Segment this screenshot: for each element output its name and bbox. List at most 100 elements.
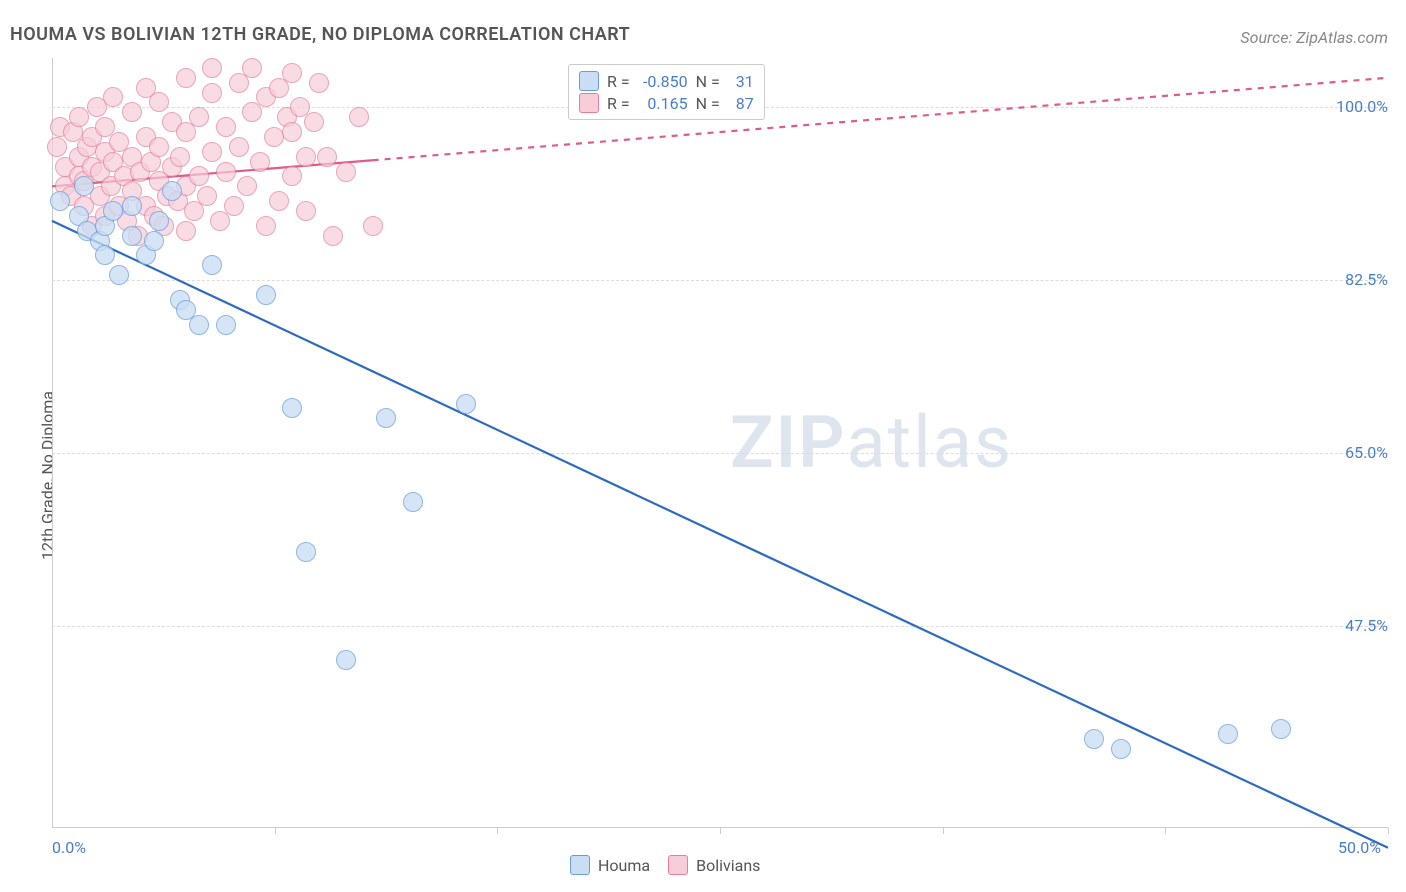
data-point-bolivians (69, 107, 89, 127)
data-point-houma (256, 285, 276, 305)
chart-source: Source: ZipAtlas.com (1240, 28, 1388, 47)
data-point-houma (216, 315, 236, 335)
data-point-bolivians (237, 176, 257, 196)
stats-r-label: R = (607, 72, 630, 91)
data-point-houma (336, 650, 356, 670)
x-tick-mark (497, 828, 498, 834)
data-point-bolivians (323, 226, 343, 246)
data-point-bolivians (317, 147, 337, 167)
data-point-bolivians (224, 196, 244, 216)
data-point-bolivians (282, 63, 302, 83)
x-tick-mark (943, 828, 944, 834)
stats-n-label: N = (696, 72, 720, 91)
data-point-bolivians (363, 216, 383, 236)
trend-line-bolivians-dashed (373, 78, 1388, 161)
data-point-bolivians (309, 73, 329, 93)
legend: Houma Bolivians (570, 855, 760, 875)
data-point-houma (456, 394, 476, 414)
x-tick-label: 0.0% (52, 838, 86, 857)
stats-r-value: 0.165 (638, 94, 688, 113)
data-point-houma (144, 231, 164, 251)
data-point-houma (149, 211, 169, 231)
chart-root: HOUMA VS BOLIVIAN 12TH GRADE, NO DIPLOMA… (0, 0, 1406, 892)
data-point-houma (282, 398, 302, 418)
legend-swatch (570, 855, 590, 875)
data-point-houma (95, 245, 115, 265)
data-point-bolivians (189, 107, 209, 127)
data-point-bolivians (202, 83, 222, 103)
data-point-bolivians (149, 92, 169, 112)
data-point-bolivians (122, 102, 142, 122)
x-tick-label: 50.0% (1338, 838, 1381, 857)
data-point-bolivians (202, 58, 222, 78)
x-tick-mark (275, 828, 276, 834)
data-point-bolivians (176, 68, 196, 88)
data-point-houma (1271, 719, 1291, 739)
data-point-bolivians (296, 201, 316, 221)
data-point-houma (202, 255, 222, 275)
x-tick-mark (720, 828, 721, 834)
data-point-bolivians (282, 166, 302, 186)
y-tick-label: 100.0% (1318, 97, 1388, 116)
legend-item: Bolivians (668, 855, 760, 875)
data-point-houma (74, 176, 94, 196)
data-point-bolivians (103, 87, 123, 107)
data-point-bolivians (149, 137, 169, 157)
y-tick-label: 47.5% (1318, 616, 1388, 635)
data-point-bolivians (176, 221, 196, 241)
data-point-houma (1111, 739, 1131, 759)
plot-area: ZIPatlas (52, 58, 1388, 828)
data-point-bolivians (296, 147, 316, 167)
data-point-houma (189, 315, 209, 335)
chart-title: HOUMA VS BOLIVIAN 12TH GRADE, NO DIPLOMA… (10, 24, 630, 45)
stats-swatch (579, 93, 599, 113)
x-tick-mark (1388, 828, 1389, 834)
legend-swatch (668, 855, 688, 875)
legend-label: Houma (598, 856, 650, 875)
stats-n-label: N = (696, 94, 720, 113)
data-point-bolivians (189, 166, 209, 186)
legend-label: Bolivians (696, 856, 760, 875)
stats-row: R = -0.850 N = 31 (579, 71, 754, 91)
trend-line-houma (52, 221, 1388, 848)
legend-item: Houma (570, 855, 650, 875)
data-point-bolivians (250, 152, 270, 172)
data-point-houma (122, 226, 142, 246)
y-tick-label: 65.0% (1318, 443, 1388, 462)
data-point-houma (403, 492, 423, 512)
data-point-bolivians (216, 162, 236, 182)
data-point-bolivians (264, 127, 284, 147)
data-point-bolivians (282, 122, 302, 142)
data-point-bolivians (336, 162, 356, 182)
data-point-bolivians (170, 147, 190, 167)
data-point-bolivians (349, 107, 369, 127)
stats-row: R = 0.165 N = 87 (579, 93, 754, 113)
data-point-houma (109, 265, 129, 285)
data-point-bolivians (242, 58, 262, 78)
y-tick-label: 82.5% (1318, 270, 1388, 289)
data-point-houma (296, 542, 316, 562)
trend-lines (52, 58, 1388, 828)
data-point-bolivians (47, 137, 67, 157)
data-point-houma (122, 196, 142, 216)
data-point-bolivians (304, 112, 324, 132)
stats-r-value: -0.850 (638, 72, 688, 91)
data-point-bolivians (197, 186, 217, 206)
stats-n-value: 31 (728, 72, 754, 91)
data-point-houma (1084, 729, 1104, 749)
data-point-bolivians (229, 137, 249, 157)
data-point-bolivians (269, 191, 289, 211)
data-point-bolivians (202, 142, 222, 162)
stats-r-label: R = (607, 94, 630, 113)
stats-swatch (579, 71, 599, 91)
stats-n-value: 87 (728, 94, 754, 113)
x-tick-mark (1165, 828, 1166, 834)
data-point-houma (50, 191, 70, 211)
data-point-houma (1218, 724, 1238, 744)
data-point-houma (103, 201, 123, 221)
data-point-bolivians (256, 216, 276, 236)
data-point-houma (162, 181, 182, 201)
stats-box: R = -0.850 N = 31 R = 0.165 N = 87 (568, 64, 765, 120)
data-point-houma (376, 408, 396, 428)
data-point-bolivians (216, 117, 236, 137)
